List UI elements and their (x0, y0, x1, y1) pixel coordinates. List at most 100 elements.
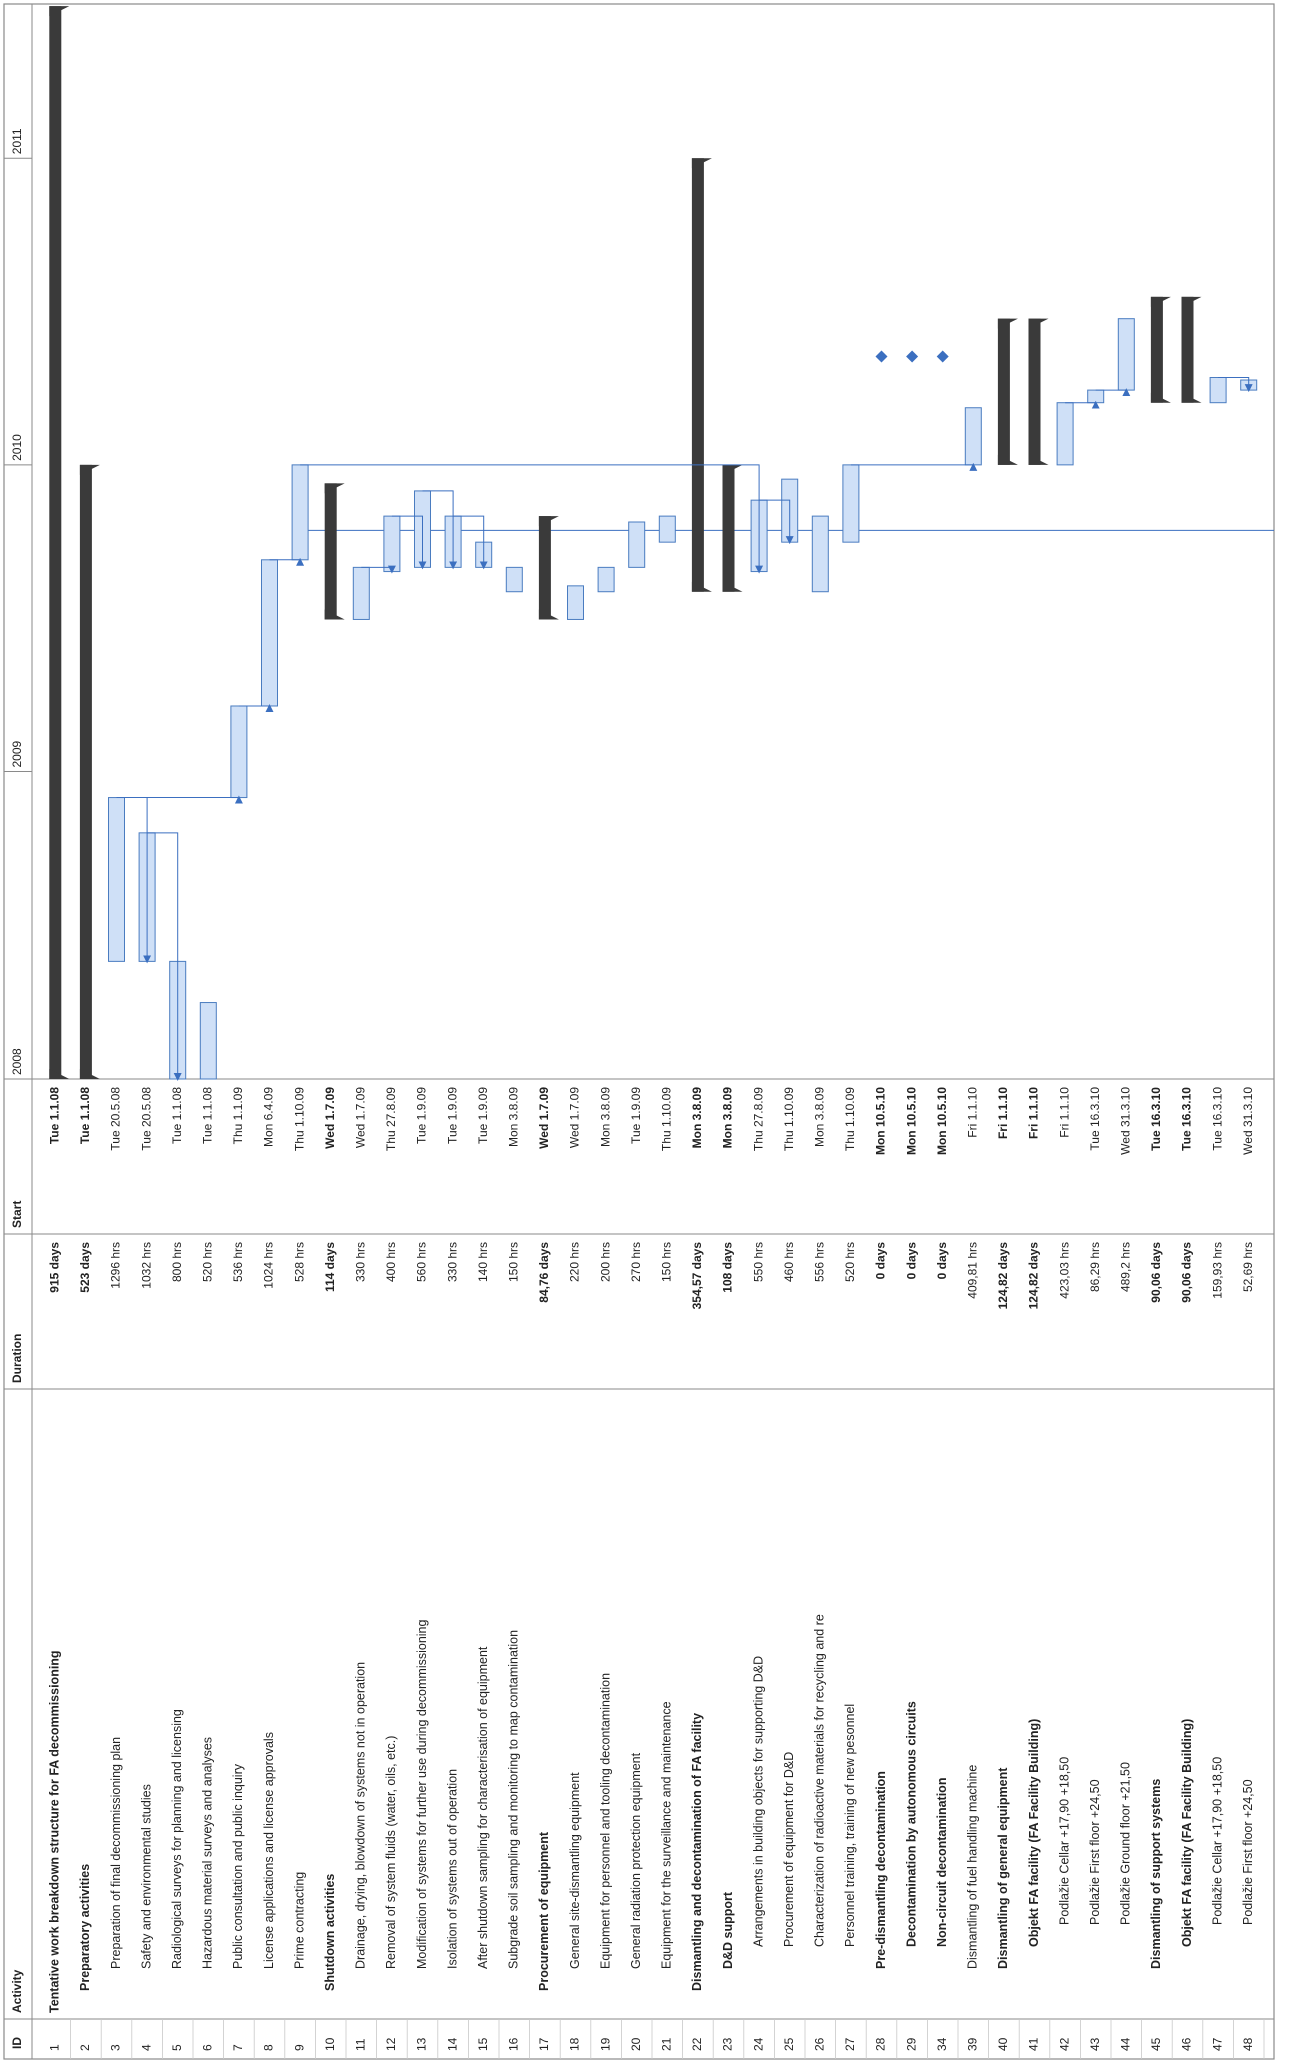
summary-bar-start-cap (722, 581, 743, 592)
milestone-marker (906, 350, 919, 363)
task-duration: 220 hrs (568, 1242, 582, 1282)
task-name: Dismantling of support systems (1149, 1779, 1163, 1969)
task-duration: 124,82 days (996, 1242, 1010, 1310)
task-id: 29 (904, 2037, 918, 2051)
task-bar (291, 464, 309, 561)
task-name: Pre-dismantling decontamination (874, 1771, 888, 1969)
task-name: Preparatory activities (78, 1864, 92, 1991)
summary-bar-end-cap (691, 158, 712, 169)
task-name: Drainage, drying, blowdown of systems no… (354, 1662, 368, 1969)
summary-bar-end-cap (324, 483, 345, 494)
task-id: 25 (782, 2037, 796, 2051)
task-duration: 159,93 hrs (1210, 1242, 1224, 1299)
task-duration: 90,06 days (1149, 1242, 1163, 1303)
task-duration: 150 hrs (506, 1242, 520, 1282)
task-name: Podlažie First floor +24,50 (1088, 1779, 1102, 1925)
task-bar (842, 464, 860, 543)
task-bar (108, 797, 125, 962)
task-name: Podlažie First floor +24,50 (1241, 1779, 1255, 1925)
task-name: Safety and environmental studies (139, 1784, 153, 1969)
task-start: Thu 1.10.09 (843, 1087, 857, 1151)
task-name: Dismantling of general equipment (996, 1767, 1010, 1969)
task-id: 11 (353, 2038, 367, 2051)
task-id: 26 (812, 2037, 826, 2051)
task-start: Mon 6.4.09 (262, 1087, 276, 1147)
task-duration: 523 days (78, 1242, 92, 1293)
task-name: General site-dismantling equipment (568, 1772, 582, 1969)
task-bar (811, 515, 829, 593)
task-id: 22 (690, 2037, 704, 2051)
task-duration: 520 hrs (200, 1242, 214, 1282)
task-bar (597, 566, 615, 593)
task-start: Tue 16.3.10 (1210, 1087, 1224, 1151)
task-start: Thu 27.8.09 (384, 1087, 398, 1151)
task-id: 6 (200, 2044, 214, 2051)
task-name: Hazardous material surveys and analyses (201, 1737, 215, 1969)
task-bar (352, 566, 370, 620)
task-name: Procurement of equipment for D&D (782, 1752, 796, 1947)
year-label: 2011 (10, 128, 24, 154)
task-id: 46 (1180, 2037, 1194, 2051)
summary-bar-end-cap (538, 516, 559, 527)
task-duration: 489,2 hrs (1118, 1242, 1132, 1292)
task-id: 34 (935, 2037, 949, 2051)
task-bar (230, 705, 248, 799)
task-name: Removal of system fluids (water, oils, e… (384, 1736, 398, 1969)
summary-bar-end-cap (722, 464, 743, 475)
task-start: Mon 10.5.10 (874, 1087, 888, 1155)
task-id: 10 (323, 2037, 337, 2051)
task-id: 8 (262, 2044, 276, 2051)
task-duration: 1296 hrs (109, 1242, 123, 1289)
summary-bar (997, 318, 1010, 465)
summary-bar (1028, 318, 1041, 465)
task-id: 7 (231, 2044, 245, 2051)
task-bar (658, 515, 676, 543)
summary-bar-start-cap (1181, 392, 1202, 403)
task-name: D&D support (721, 1891, 735, 1969)
summary-bar-start-cap (691, 581, 712, 592)
task-duration: 423,03 hrs (1057, 1242, 1071, 1299)
task-start: Thu 1.1.09 (231, 1087, 245, 1145)
task-id: 14 (445, 2037, 459, 2051)
task-start: Mon 3.8.09 (812, 1087, 826, 1147)
task-name: Objekt FA facility (FA Facility Building… (1180, 1719, 1194, 1947)
task-start: Tue 1.9.09 (415, 1087, 429, 1144)
task-start: Fri 1.1.10 (965, 1087, 979, 1138)
summary-bar-start-cap (1028, 454, 1049, 465)
summary-bar (722, 464, 735, 592)
task-start: Tue 1.9.09 (476, 1087, 490, 1144)
task-id: 41 (1027, 2037, 1041, 2051)
task-bar (261, 559, 278, 707)
task-name: Modification of systems for further use … (415, 1619, 429, 1969)
year-label: 2008 (10, 1048, 24, 1075)
task-start: Thu 1.10.09 (292, 1087, 306, 1151)
task-id: 12 (384, 2037, 398, 2051)
task-start: Tue 1.1.08 (170, 1087, 184, 1144)
task-duration: 1024 hrs (262, 1242, 276, 1289)
task-id: 45 (1149, 2037, 1163, 2051)
task-start: Tue 16.3.10 (1149, 1087, 1163, 1151)
task-id: 39 (965, 2037, 979, 2051)
task-bar (1117, 318, 1135, 391)
task-start: Wed 1.7.09 (353, 1087, 367, 1148)
task-name: Personnel training, training of new peso… (843, 1704, 857, 1947)
task-name: Preparation of final decommissioning pla… (109, 1737, 123, 1969)
task-start: Wed 1.7.09 (323, 1087, 337, 1149)
dependency-link (422, 490, 458, 570)
task-start: Tue 20.5.08 (109, 1087, 123, 1151)
task-name: Equipment for personnel and tooling deco… (598, 1673, 612, 1969)
task-duration: 550 hrs (751, 1242, 765, 1282)
task-id: 20 (629, 2037, 643, 2051)
summary-bar-start-cap (79, 1069, 100, 1079)
summary-bar (538, 516, 551, 620)
task-start: Tue 16.3.10 (1180, 1087, 1194, 1151)
task-id: 18 (568, 2037, 582, 2051)
task-name: Podlažie Cellar +17,90 +18,50 (1057, 1757, 1071, 1925)
task-id: 44 (1118, 2037, 1132, 2051)
task-start: Tue 16.3.10 (1088, 1087, 1102, 1151)
task-id: 40 (996, 2037, 1010, 2051)
dependency-link (453, 515, 488, 570)
task-start: Mon 10.5.10 (904, 1087, 918, 1155)
task-bar (1087, 389, 1105, 404)
